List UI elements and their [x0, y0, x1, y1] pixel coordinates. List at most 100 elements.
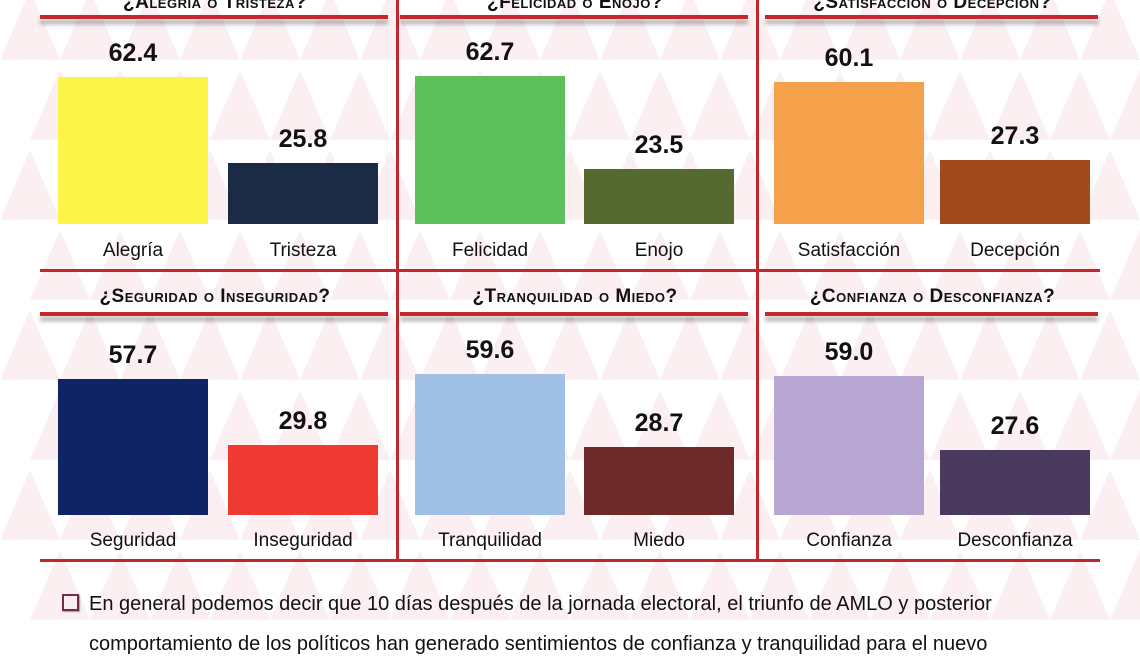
category-label: Alegría	[102, 240, 164, 261]
bg-triangle	[450, 550, 510, 620]
bar	[940, 159, 1090, 224]
bg-triangle	[630, 390, 690, 460]
chart-title: ¿Tranquilidad o Miedo?	[472, 286, 678, 307]
bg-triangle	[900, 0, 960, 60]
bar	[774, 375, 924, 515]
bg-triangle	[840, 0, 900, 60]
category-label: Felicidad	[451, 240, 529, 261]
bg-triangle	[510, 550, 570, 620]
chart-title: ¿Satisfacción o Decepción?	[813, 0, 1052, 13]
bg-triangle	[360, 310, 420, 380]
bg-triangle	[840, 310, 900, 380]
bg-triangle	[360, 0, 420, 60]
bg-triangle	[330, 390, 390, 460]
bg-triangle	[600, 310, 660, 380]
bg-triangle	[0, 150, 60, 220]
bg-triangle	[150, 550, 210, 620]
bg-triangle	[180, 470, 240, 540]
bg-triangle	[1110, 550, 1140, 620]
bg-triangle	[990, 230, 1050, 300]
divider	[40, 269, 1100, 272]
bg-triangle	[1110, 390, 1140, 460]
data-label: 59.0	[824, 337, 874, 366]
bg-triangle	[870, 550, 930, 620]
bg-triangle	[540, 470, 600, 540]
bg-triangle	[420, 310, 480, 380]
bg-triangle	[1050, 390, 1110, 460]
bg-triangle	[90, 550, 150, 620]
bg-triangle	[300, 310, 360, 380]
bg-triangle	[60, 0, 120, 60]
bg-triangle	[930, 230, 990, 300]
bg-triangle	[1050, 70, 1110, 140]
bg-triangle	[960, 310, 1020, 380]
bg-triangle	[600, 0, 660, 60]
bg-triangle	[1080, 310, 1140, 380]
bg-triangle	[240, 0, 300, 60]
bg-triangle	[120, 0, 180, 60]
category-label: Confianza	[806, 530, 892, 551]
divider	[756, 0, 759, 560]
bg-triangle	[990, 390, 1050, 460]
bg-triangle	[270, 70, 330, 140]
bg-triangle	[450, 230, 510, 300]
bg-triangle	[570, 550, 630, 620]
bg-triangle	[720, 310, 780, 380]
bar	[584, 447, 734, 515]
bg-triangle	[630, 70, 690, 140]
bg-triangle	[180, 310, 240, 380]
bg-triangle	[210, 390, 270, 460]
bg-triangle	[570, 390, 630, 460]
bg-triangle	[630, 230, 690, 300]
bg-triangle	[690, 390, 750, 460]
bg-triangle	[180, 0, 240, 60]
bg-triangle	[330, 230, 390, 300]
bg-triangle	[30, 550, 90, 620]
data-label: 62.7	[465, 38, 515, 67]
bg-triangle	[1080, 470, 1140, 540]
bg-triangle	[660, 0, 720, 60]
bar	[940, 449, 1090, 515]
bg-triangle	[810, 550, 870, 620]
bg-triangle	[780, 0, 840, 60]
bg-triangle	[360, 470, 420, 540]
bg-triangle	[720, 0, 780, 60]
bg-triangle	[1050, 230, 1110, 300]
bg-triangle	[990, 550, 1050, 620]
data-label: 29.8	[278, 406, 328, 435]
category-label: Decepción	[970, 240, 1060, 261]
data-label: 27.6	[990, 411, 1040, 440]
title-underline	[400, 15, 748, 19]
category-label: Inseguridad	[253, 530, 353, 551]
data-label: 57.7	[108, 340, 158, 369]
bg-triangle	[270, 550, 330, 620]
bg-triangle	[1020, 310, 1080, 380]
data-label: 59.6	[465, 336, 515, 365]
bar	[228, 444, 378, 515]
data-label: 25.8	[278, 125, 328, 154]
bg-triangle	[420, 0, 480, 60]
bar	[774, 82, 924, 224]
bg-triangle	[870, 230, 930, 300]
bg-triangle	[150, 230, 210, 300]
bg-triangle	[540, 310, 600, 380]
bg-triangle	[930, 550, 990, 620]
summary-paragraph: En general podemos decir que 10 días des…	[62, 584, 1092, 664]
bg-triangle	[690, 70, 750, 140]
title-underline	[765, 312, 1098, 316]
bg-triangle	[210, 230, 270, 300]
category-label: Tristeza	[269, 240, 337, 261]
bg-triangle	[300, 0, 360, 60]
bg-triangle	[960, 0, 1020, 60]
bar	[228, 163, 378, 224]
title-underline	[40, 15, 388, 19]
bg-triangle	[900, 470, 960, 540]
bg-triangle	[390, 550, 450, 620]
bg-triangle	[810, 230, 870, 300]
bg-triangle	[930, 390, 990, 460]
title-underline	[400, 312, 748, 316]
chart-title: ¿Seguridad o Inseguridad?	[99, 286, 331, 307]
bg-triangle	[330, 70, 390, 140]
data-label: 23.5	[634, 130, 684, 159]
bg-triangle	[1080, 0, 1140, 60]
